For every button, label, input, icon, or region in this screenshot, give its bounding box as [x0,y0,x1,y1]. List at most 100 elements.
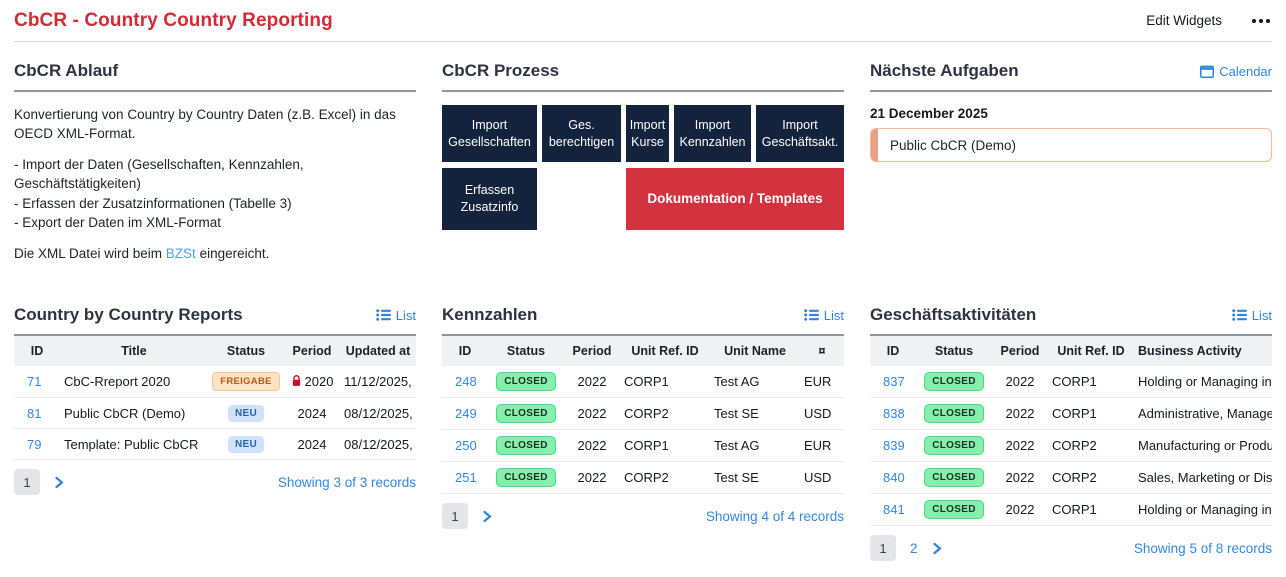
page-button-current[interactable]: 1 [870,535,896,561]
widget-cbcr-prozess: CbCR Prozess Import Gesellschaften Ges. … [442,61,844,289]
import-geschaeftsakt-button[interactable]: Import Geschäftsakt. [756,105,844,162]
task-item-label: Public CbCR (Demo) [890,137,1017,153]
bzst-link[interactable]: BZSt [165,245,196,261]
widget-header: Nächste Aufgaben Calendar [870,61,1272,92]
currency-cell: USD [800,397,844,430]
unit-name-cell: Test SE [710,461,800,494]
ablauf-bullet: - Export der Daten im XML-Format [14,214,222,230]
import-gesellschaften-button[interactable]: Import Gesellschaften [442,105,537,162]
widget-title: Geschäftsaktivitäten [870,305,1037,324]
widget-title: Kennzahlen [442,305,538,324]
widget-naechste-aufgaben: Nächste Aufgaben Calendar 21 December 20… [870,61,1272,289]
status-badge: NEU [227,405,264,422]
table-header-row: ID Title Status Period Updated at [14,336,416,366]
period-cell: 2022 [564,461,620,494]
aktivitaet-id-link[interactable]: 841 [883,502,905,517]
column-header-updated: Updated at [340,336,416,366]
chevron-right-icon[interactable] [932,542,942,555]
widget-title: CbCR Ablauf [14,61,119,80]
ablauf-bullet: - Erfassen der Zusatzinformationen (Tabe… [14,195,292,211]
table-header-row: ID Status Period Unit Ref. ID Unit Name … [442,336,844,366]
footer-text: eingereicht. [195,245,270,261]
activity-cell: Manufacturing or Producti [1134,429,1272,462]
aktivitaeten-list-link[interactable]: List [1231,307,1272,323]
widget-title: CbCR Prozess [442,61,560,80]
unit-ref-cell: CORP2 [1048,429,1134,462]
kennzahl-id-link[interactable]: 250 [455,438,477,453]
period-cell: 2022 [564,429,620,462]
ges-berechtigen-button[interactable]: Ges. berechtigen [542,105,621,162]
page-button-current[interactable]: 1 [442,503,468,529]
updated-cell: 11/12/2025, 1 [340,366,416,398]
activity-cell: Administrative, Manageme [1134,397,1272,430]
widget-header: CbCR Ablauf [14,61,416,92]
report-id-link[interactable]: 81 [27,405,42,421]
lock-icon [292,375,300,386]
records-summary[interactable]: Showing 3 of 3 records [277,474,416,490]
records-summary[interactable]: Showing 4 of 4 records [705,508,844,524]
currency-cell: EUR [800,429,844,462]
import-kennzahlen-button[interactable]: Import Kennzahlen [674,105,751,162]
status-badge: CLOSED [924,500,984,519]
status-badge: CLOSED [496,372,556,391]
updated-cell: 08/12/2025, [340,397,416,429]
table-row: 841 CLOSED 2022 CORP1 Holding or Managin… [870,493,1272,526]
widget-grid: CbCR Ablauf Konvertierung von Country by… [14,61,1272,561]
aktivitaet-id-link[interactable]: 838 [883,406,905,421]
unit-ref-cell: CORP1 [1048,366,1134,398]
table-header-row: ID Status Period Unit Ref. ID Business A… [870,336,1272,366]
list-link-label: List [395,307,416,323]
erfassen-zusatzinfo-button[interactable]: Erfassen Zusatzinfo [442,168,537,230]
top-bar: CbCR - Country Country Reporting Edit Wi… [14,0,1272,42]
kennzahl-id-link[interactable]: 251 [455,470,477,485]
edit-widgets-button[interactable]: Edit Widgets [1146,13,1222,28]
column-header-status: Status [488,336,564,366]
currency-cell: USD [800,461,844,494]
unit-ref-cell: CORP1 [620,366,710,398]
widget-header: Geschäftsaktivitäten List [870,305,1272,336]
widget-header: CbCR Prozess [442,61,844,92]
widget-cbcr-ablauf: CbCR Ablauf Konvertierung von Country by… [14,61,416,289]
chevron-right-icon[interactable] [482,510,492,523]
ablauf-bullets: - Import der Daten (Gesellschaften, Kenn… [14,155,416,232]
top-bar-actions: Edit Widgets [1146,13,1272,28]
kennzahlen-list-link[interactable]: List [803,308,844,323]
import-kurse-button[interactable]: Import Kurse [626,105,669,162]
status-badge: CLOSED [924,436,984,455]
list-link-label: List [1251,307,1272,323]
chevron-right-icon[interactable] [54,476,64,489]
unit-ref-cell: CORP1 [1048,397,1134,430]
report-id-link[interactable]: 71 [27,374,42,389]
currency-cell: EUR [800,366,844,398]
period-cell: 2022 [992,493,1048,526]
ellipsis-menu-icon[interactable] [1250,15,1272,27]
aktivitaet-id-link[interactable]: 840 [883,470,905,485]
report-title-cell: Template: Public CbCR [60,428,208,460]
aktivitaet-id-link[interactable]: 839 [883,438,905,453]
column-header-unit-ref: Unit Ref. ID [620,336,710,366]
page-button-current[interactable]: 1 [14,469,40,495]
column-header-status: Status [208,336,284,366]
column-header-unit-ref: Unit Ref. ID [1048,336,1134,366]
records-summary[interactable]: Showing 5 of 8 records [1133,540,1272,556]
task-item[interactable]: Public CbCR (Demo) [870,128,1272,162]
calendar-icon [1200,65,1215,78]
calendar-link[interactable]: Calendar [1200,64,1272,79]
list-icon [375,309,391,321]
kennzahl-id-link[interactable]: 248 [455,374,477,389]
page-button-2[interactable]: 2 [910,540,918,556]
status-badge: CLOSED [496,468,556,487]
table-row: 839 CLOSED 2022 CORP2 Manufacturing or P… [870,429,1272,462]
period-cell: 2022 [992,461,1048,494]
report-id-link[interactable]: 79 [27,436,42,452]
table-row: 837 CLOSED 2022 CORP1 Holding or Managin… [870,366,1272,398]
column-header-period: Period [284,336,340,366]
reports-list-link[interactable]: List [375,307,416,323]
widget-title: Nächste Aufgaben [870,61,1019,80]
dokumentation-templates-button[interactable]: Dokumentation / Templates [626,168,844,230]
ablauf-text: Konvertierung von Country by Country Dat… [14,105,416,263]
kennzahl-id-link[interactable]: 249 [455,406,477,421]
unit-ref-cell: CORP2 [620,397,710,430]
aktivitaet-id-link[interactable]: 837 [883,374,905,389]
